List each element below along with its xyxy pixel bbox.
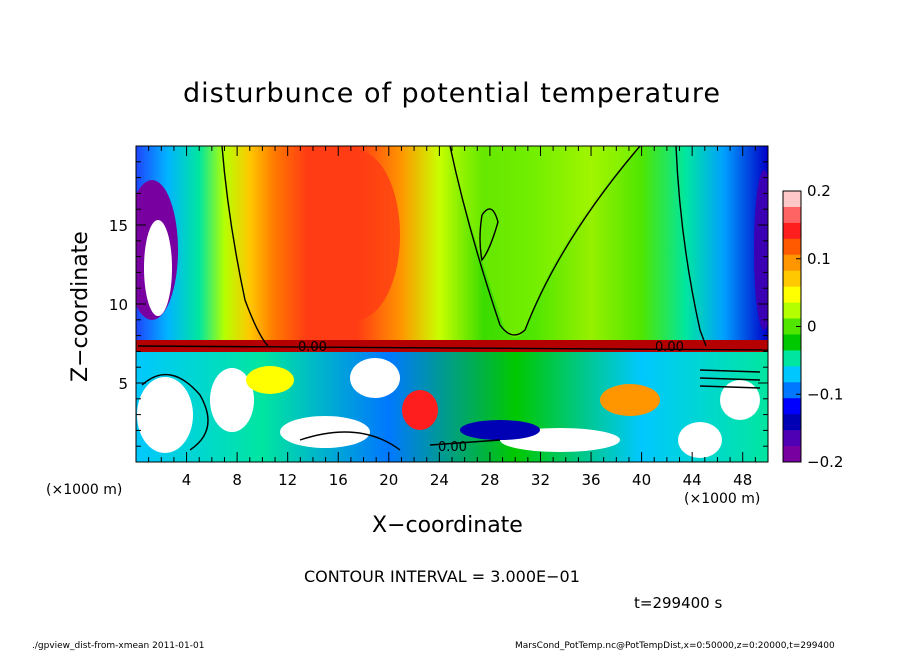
x-axis-label: X−coordinate (372, 513, 523, 538)
x-unit-label: (×1000 m) (46, 482, 123, 498)
chart-title: disturbunce of potential temperature (183, 78, 721, 109)
contour-line-right (675, 146, 707, 347)
lower-patch-11 (720, 380, 760, 420)
low-anomaly-right (754, 170, 768, 330)
colorbar-swatch (783, 222, 801, 240)
y-axis-ticks: 5 10 15 (109, 161, 768, 447)
x-tick-label: 20 (379, 471, 398, 489)
x-tick-label: 48 (733, 471, 752, 489)
contour-closed-island (479, 208, 499, 262)
lower-patch-2 (210, 368, 254, 432)
colorbar-swatch (783, 286, 801, 304)
lower-patch-3 (280, 416, 370, 448)
upper-field (136, 146, 768, 346)
colorbar-swatch (783, 238, 801, 256)
lower-patch-7 (246, 366, 294, 394)
lower-patch-8 (402, 390, 438, 430)
time-label: t=299400 s (634, 594, 723, 612)
colorbar-swatch (783, 414, 801, 431)
x-tick-label: 8 (232, 471, 242, 489)
contour-line-lower-1 (141, 373, 209, 451)
x-tick-label: 36 (581, 471, 600, 489)
contour-line-lower-4 (699, 369, 761, 389)
lower-patch-1 (137, 377, 193, 453)
colorbar-swatch (783, 302, 801, 320)
contour-label: 0.00 (655, 340, 684, 355)
contour-label: 0.00 (298, 340, 327, 355)
contour-line-left (221, 146, 269, 347)
x-tick-label: 24 (430, 471, 449, 489)
contour-label: 0.00 (438, 440, 467, 455)
x-tick-label: 12 (278, 471, 297, 489)
lower-patch-9 (600, 384, 660, 416)
contour-line-inversion (137, 345, 768, 351)
lower-patch-6 (678, 422, 722, 458)
high-anomaly-core (312, 150, 400, 320)
colorbar-swatch (783, 446, 801, 463)
x-unit-label-right: (×1000 m) (684, 491, 761, 507)
colorbar-tick-label: 0.2 (807, 182, 831, 200)
x-tick-label: 16 (329, 471, 348, 489)
y-tick-label: 15 (109, 217, 128, 235)
colorbar-swatch (783, 318, 801, 335)
colorbar-swatch (783, 398, 801, 415)
contour-line-lower-3 (429, 439, 501, 446)
colorbar-swatch (783, 206, 801, 224)
x-tick-label: 32 (531, 471, 550, 489)
central-green-tongue (450, 146, 640, 338)
y-tick-label: 5 (118, 375, 128, 393)
colorbar-swatch (783, 254, 801, 272)
footer-script-path: ./gpview_dist-from-xmean 2011-01-01 (32, 641, 205, 651)
colorbar-swatch (783, 334, 801, 351)
extreme-low-left (144, 220, 172, 316)
contour-line-center (449, 146, 641, 336)
colorbar-tick-label: 0.1 (807, 250, 831, 268)
x-tick-label: 40 (632, 471, 651, 489)
colorbar-swatch (783, 430, 801, 447)
colorbar-tick-label: 0 (807, 318, 817, 336)
colorbar-tick-label: −0.1 (807, 385, 843, 403)
colorbar-tick-label: −0.2 (807, 453, 843, 471)
footer-data-source: MarsCond_PotTemp.nc@PotTempDist,x=0:5000… (515, 641, 835, 651)
y-tick-label: 10 (109, 296, 128, 314)
colorbar-swatch (783, 270, 801, 288)
contour-line-lower-2 (299, 431, 401, 451)
lower-patch-4 (350, 358, 400, 398)
heatmap-field (136, 146, 768, 462)
y-axis-label: Z−coordinate (68, 231, 93, 382)
colorbar-swatch (783, 366, 801, 383)
contour-lines (137, 146, 768, 451)
colorbar: 0.2 0.1 0 −0.1 −0.2 (782, 182, 843, 471)
x-axis-ticks: 4 8 12 16 20 24 28 32 36 40 44 48 (148, 146, 756, 489)
x-tick-label: 4 (182, 471, 192, 489)
x-tick-label: 44 (683, 471, 702, 489)
colorbar-swatch (783, 191, 801, 208)
contour-interval-text: CONTOUR INTERVAL = 3.000E−01 (304, 567, 580, 586)
colorbar-swatch (783, 382, 801, 399)
lower-patch-10 (460, 420, 540, 440)
colorbar-swatch (783, 350, 801, 367)
x-tick-label: 28 (480, 471, 499, 489)
